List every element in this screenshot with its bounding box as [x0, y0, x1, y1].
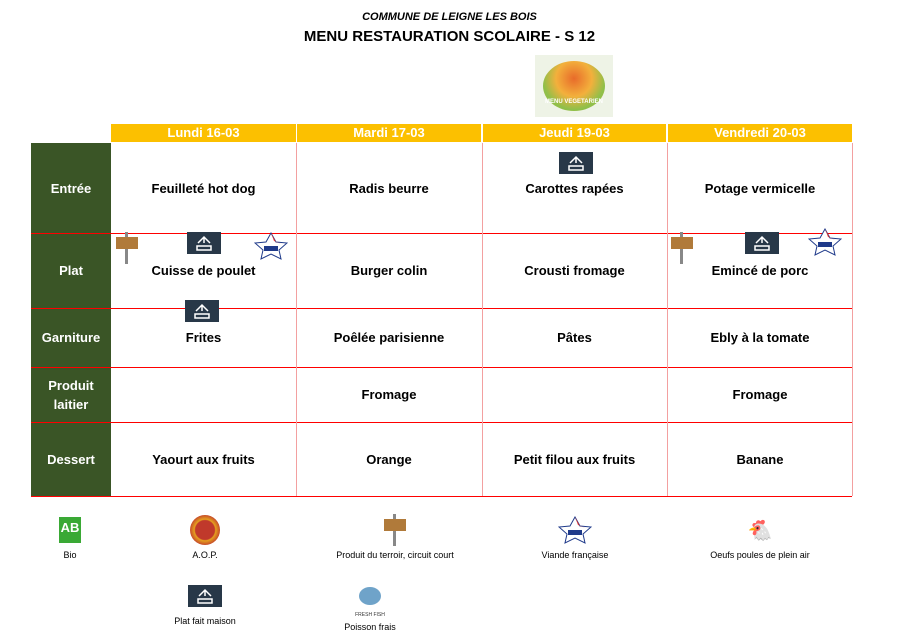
row-divider [31, 367, 852, 368]
legend-item: 🐔 Oeufs poules de plein air [680, 514, 840, 561]
fresh-fish-logo-icon [290, 580, 450, 612]
viande-francaise-icon [254, 232, 288, 260]
terroir-sign-icon [671, 232, 693, 264]
aop-seal-icon [125, 514, 285, 546]
menu-item: Fromage [732, 387, 788, 402]
menu-item: Ebly à la tomate [710, 330, 810, 345]
legend-label: Produit du terroir, circuit court [336, 550, 454, 560]
legend-item: FRESH FISH Poisson frais [290, 580, 450, 632]
fait-maison-logo-icon [125, 580, 285, 612]
column-divider [482, 143, 483, 496]
row-divider [31, 496, 852, 497]
menu-item [111, 367, 296, 422]
fait-maison-icon [559, 152, 593, 174]
column-divider [667, 143, 668, 496]
row-header: Plat [31, 233, 111, 308]
legend-label: Poisson frais [344, 622, 396, 632]
menu-item: Carottes rapées [525, 180, 624, 196]
legend-label: A.O.P. [192, 550, 218, 560]
legend-label: Viande française [541, 550, 609, 560]
menu-item: Petit filou aux fruits [513, 451, 636, 467]
menu-item: Cuisse de poulet [151, 263, 256, 278]
menu-item: Yaourt aux fruits [152, 451, 255, 467]
day-header-tuesday: Mardi 17-03 [297, 124, 481, 142]
menu-item: Orange [366, 451, 412, 467]
vegetarian-menu-logo: MENU VEGETARIEN [535, 55, 613, 117]
fait-maison-icon [187, 232, 221, 254]
menu-item: Frites [185, 330, 222, 345]
legend-item: A.O.P. [125, 514, 285, 560]
legend-item: Plat fait maison [125, 580, 285, 626]
commune-name: COMMUNE DE LEIGNE LES BOIS [362, 11, 537, 23]
row-divider [31, 233, 852, 234]
legend-item: Viande française [495, 514, 655, 560]
terroir-sign-icon [315, 514, 475, 546]
menu-item: Burger colin [350, 263, 428, 278]
legend-item: AB Bio [0, 514, 150, 560]
row-divider [31, 422, 852, 423]
menu-item: Crousti fromage [524, 263, 625, 278]
menu-item: Fromage [361, 387, 417, 402]
day-header-thursday: Jeudi 19-03 [483, 124, 666, 142]
menu-item: Pâtes [557, 330, 592, 345]
legend-label: Bio [63, 550, 77, 560]
menu-item: Potage vermicelle [704, 180, 816, 196]
menu-item: Banane [736, 451, 784, 467]
menu-item: Poêlée parisienne [333, 330, 445, 345]
page-title: MENU RESTAURATION SCOLAIRE - S 12 [303, 28, 596, 45]
terroir-sign-icon [116, 232, 138, 264]
row-header: Produit laitier [31, 367, 111, 422]
day-header-friday: Vendredi 20-03 [668, 124, 852, 142]
day-header-monday: Lundi 16-03 [111, 124, 296, 142]
hen-egg-icon: 🐔 [747, 519, 773, 542]
row-header: Entrée [31, 143, 111, 233]
row-divider [31, 308, 852, 309]
menu-item: Emincé de porc [711, 263, 809, 278]
legend-label: Plat fait maison [174, 616, 236, 626]
fait-maison-icon [745, 232, 779, 254]
column-divider [296, 143, 297, 496]
column-divider [852, 143, 853, 496]
row-header: Dessert [31, 422, 111, 496]
menu-item: Radis beurre [349, 180, 429, 196]
viande-francaise-icon [808, 228, 842, 256]
bio-ab-logo-icon: AB [0, 514, 150, 546]
menu-item [483, 367, 666, 422]
legend-item: Produit du terroir, circuit court [315, 514, 475, 560]
viande-francaise-logo-icon [495, 514, 655, 546]
fait-maison-icon [185, 300, 219, 322]
legend-label: Oeufs poules de plein air [710, 550, 810, 560]
menu-item: Feuilleté hot dog [151, 180, 256, 196]
row-header: Garniture [31, 308, 111, 367]
